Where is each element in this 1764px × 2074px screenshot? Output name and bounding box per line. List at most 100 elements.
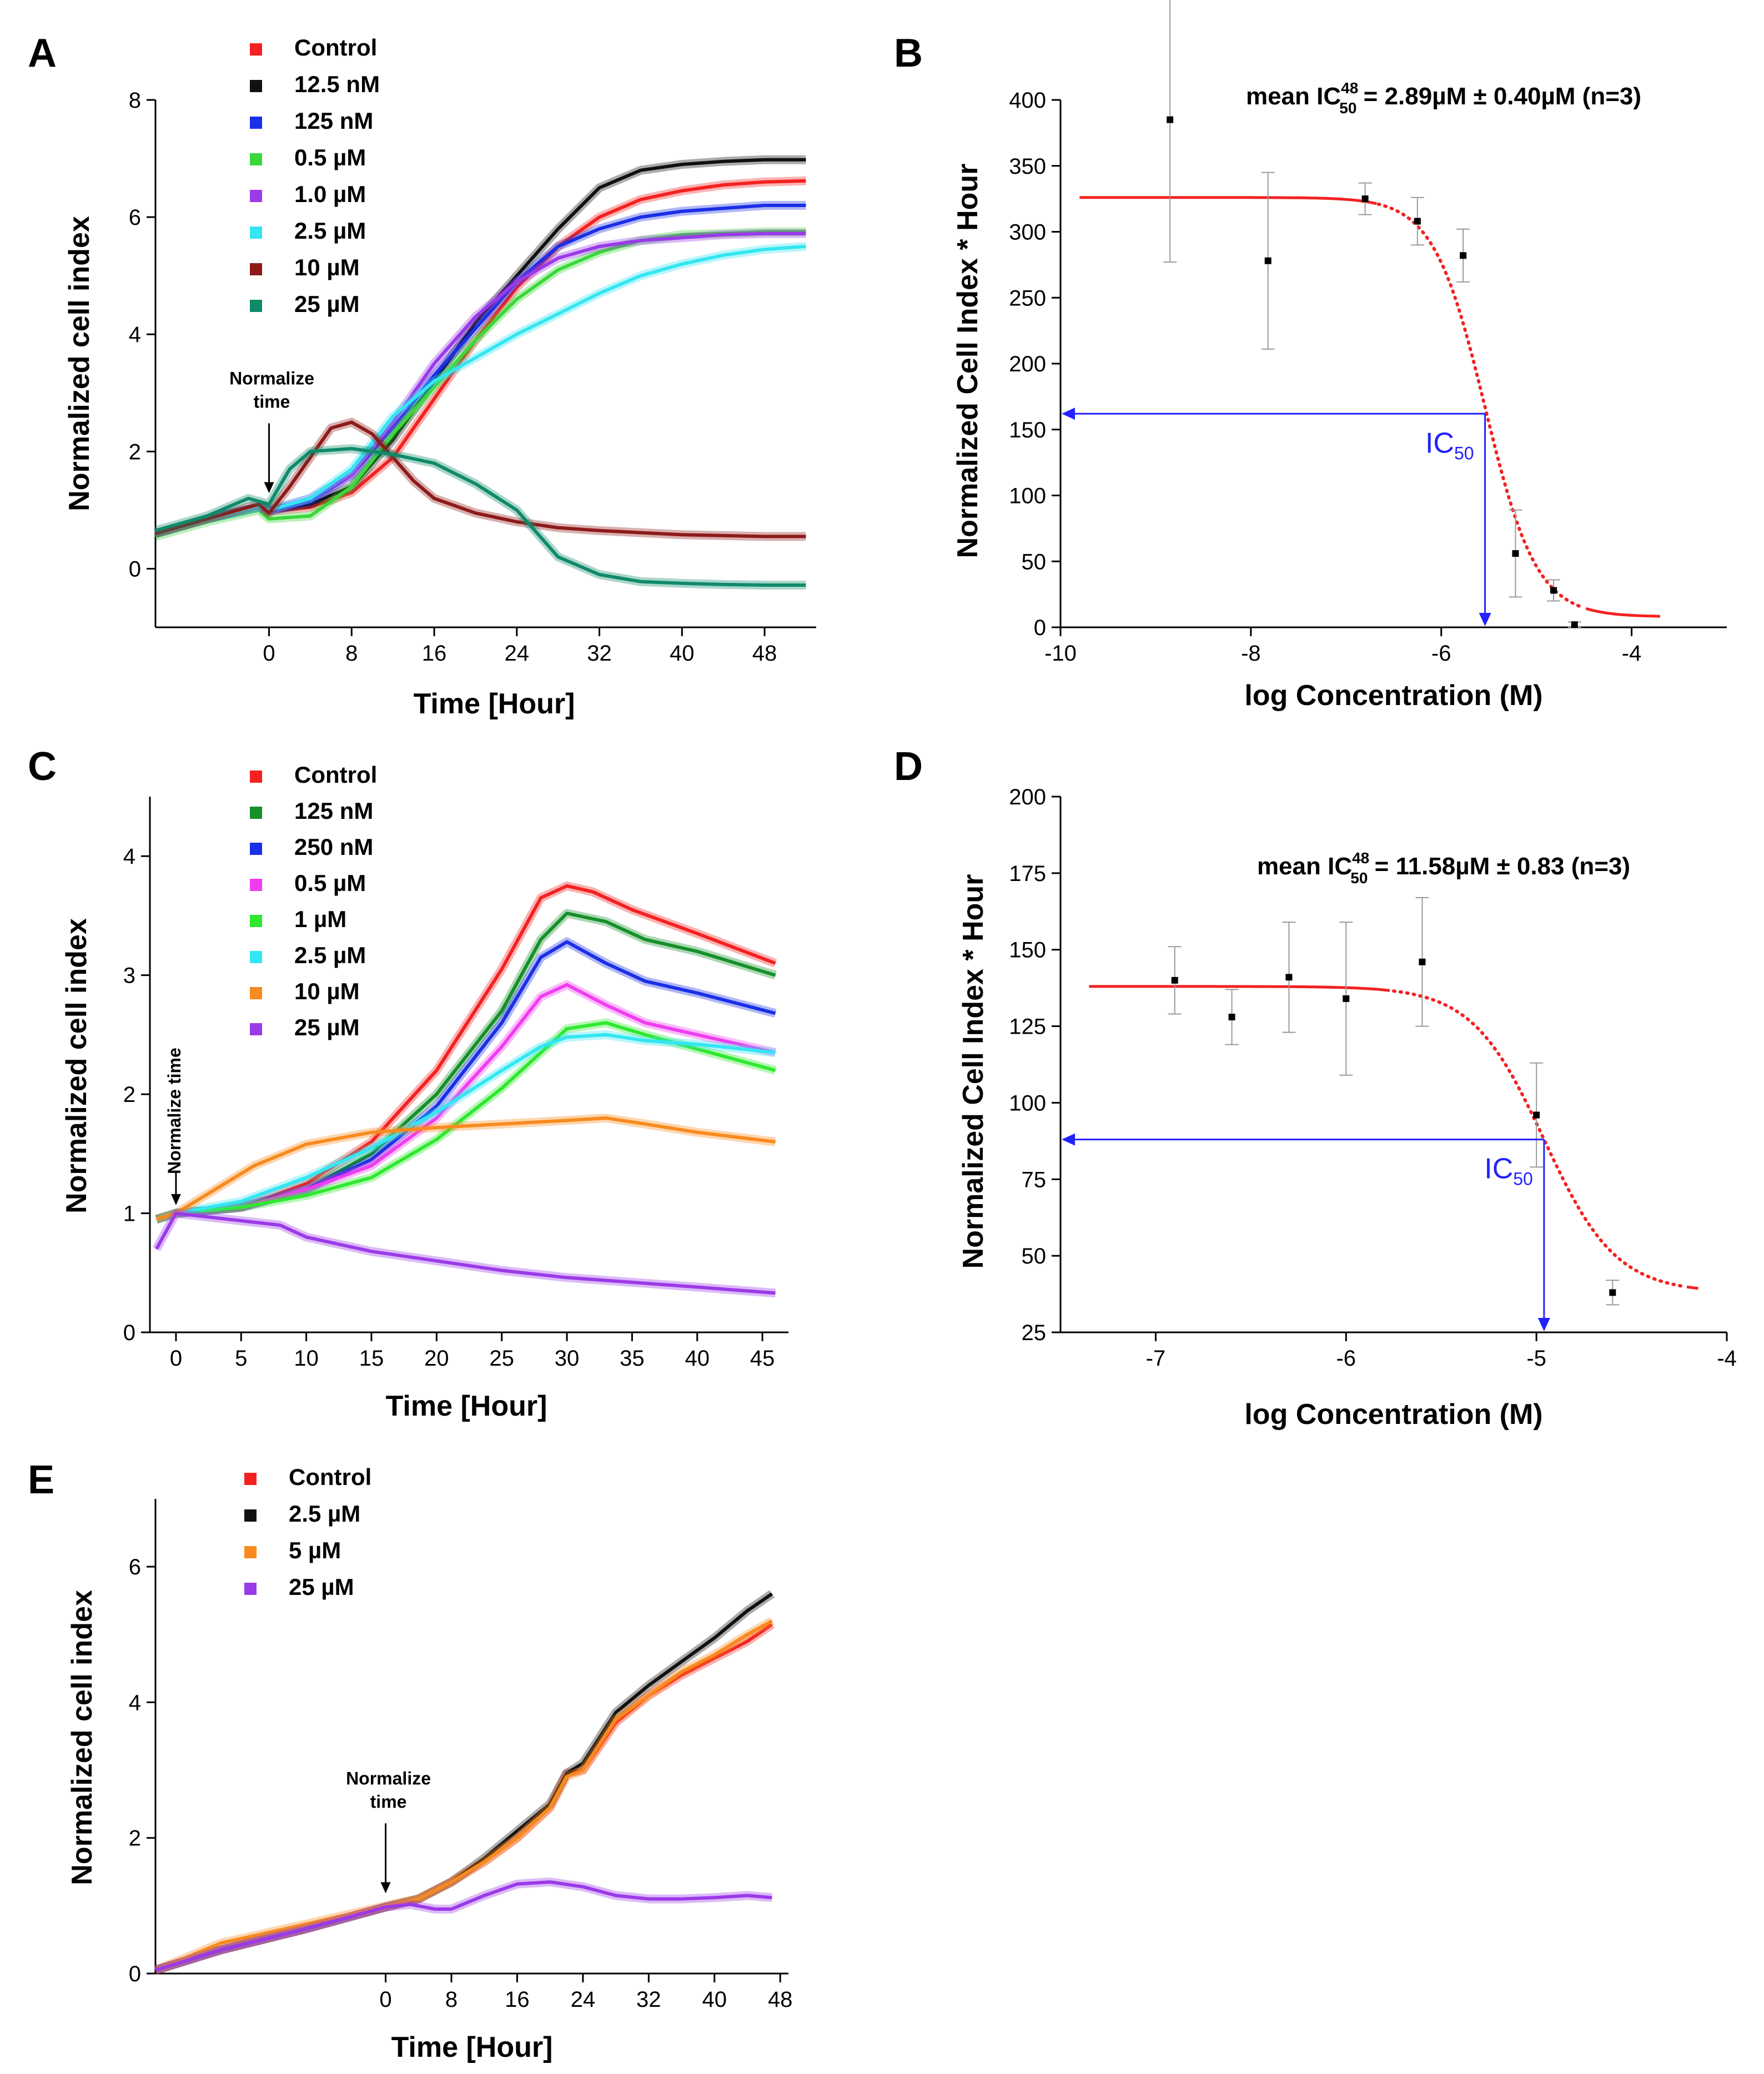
panel-e-y-axis-label: Normalized cell index bbox=[66, 1590, 98, 1885]
panel-a-legend-marker-25-um bbox=[250, 300, 262, 312]
panel-d-ic50-arrowhead-left bbox=[1062, 1133, 1075, 1146]
panel-c-legend-label-10-um: 10 µM bbox=[294, 978, 360, 1004]
panel-c-series-line-2-5-um bbox=[155, 1033, 776, 1221]
panel-b-title-sup: 48 bbox=[1341, 79, 1358, 97]
panel-d-data-point bbox=[1533, 1111, 1540, 1119]
panel-d-chart: 25 50 75 100 125 150 175 200 -7 -6 -5 -4 log Concent… bbox=[957, 785, 1737, 1431]
panel-d-title: mean IC48 50 = 11.58µM ± 0.83 (n=3) bbox=[1257, 849, 1630, 887]
panel-letter-e: E bbox=[28, 1458, 54, 1502]
panel-d-x-tick-label: -4 bbox=[1717, 1346, 1737, 1371]
panel-d-fit-plateau-top bbox=[1089, 985, 1390, 992]
panel-b-data-point bbox=[1167, 116, 1174, 123]
panel-b-data-point bbox=[1512, 550, 1519, 557]
panel-letter-c: C bbox=[28, 744, 57, 789]
panel-d-data-point bbox=[1609, 1289, 1616, 1296]
panel-b-y-tick-label: 200 bbox=[1009, 352, 1046, 376]
panel-b-y-tick-label: 250 bbox=[1009, 286, 1046, 310]
panel-c-legend-label-25-um: 25 µM bbox=[294, 1014, 360, 1040]
panel-d-ic50-label: IC50 bbox=[1484, 1153, 1533, 1189]
panel-a-legend-marker-12-5-nm bbox=[250, 80, 262, 92]
panel-c-legend-label-2-5-um: 2.5 µM bbox=[294, 942, 366, 968]
panel-e-legend-marker-control bbox=[244, 1473, 257, 1485]
panel-e-series-line-5-um bbox=[154, 1619, 773, 1972]
panel-a-annotation-line2: time bbox=[254, 392, 290, 412]
panel-b-data-point bbox=[1414, 218, 1421, 225]
panel-e-series-band-25-um bbox=[154, 1877, 773, 1975]
panel-c-annotation-arrowhead bbox=[170, 1194, 181, 1205]
panel-d-y-tick-label: 125 bbox=[1009, 1015, 1046, 1039]
panel-a-x-axis-label: Time [Hour] bbox=[414, 688, 575, 720]
panel-d-x-axis-label: log Concentration (M) bbox=[1244, 1398, 1542, 1431]
panel-b-data-point bbox=[1460, 252, 1467, 259]
panel-a-legend-label-1-0-um: 1.0 µM bbox=[294, 181, 366, 207]
panel-d-y-tick-label: 100 bbox=[1009, 1091, 1046, 1115]
panel-a-x-tick-label: 8 bbox=[345, 641, 358, 666]
panel-b-chart: 0 50 100 150 200 250 300 350 400 -10 -8 -6 -4 log Con… bbox=[952, 0, 1727, 712]
panel-d-y-tick-label: 150 bbox=[1009, 938, 1046, 963]
panel-c-series-line-10-um bbox=[155, 1116, 776, 1221]
panel-c-legend-label-125-nm: 125 nM bbox=[294, 798, 373, 824]
panel-b-data-point bbox=[1571, 621, 1578, 628]
panel-d-y-tick-label: 175 bbox=[1009, 862, 1046, 886]
panel-a-legend-label-12-5-nm: 12.5 nM bbox=[294, 71, 380, 97]
panel-d-ic50-arrowhead-down bbox=[1537, 1318, 1550, 1331]
panel-b-ic50-label-sub: 50 bbox=[1454, 443, 1474, 463]
panel-c-y-axis-label: Normalized cell index bbox=[61, 918, 93, 1214]
panel-a-annotation-arrowhead bbox=[264, 482, 274, 494]
panel-e-legend-label-2-5-um: 2.5 µM bbox=[289, 1501, 360, 1527]
panel-d-data-point bbox=[1419, 958, 1426, 965]
panel-d-data-point bbox=[1171, 976, 1178, 984]
panel-letter-b: B bbox=[894, 31, 923, 75]
panel-e-series-line-2-5-um bbox=[155, 1592, 773, 1972]
panel-d-y-tick-label: 75 bbox=[1022, 1167, 1047, 1192]
panel-c-legend-label-0-5-um: 0.5 µM bbox=[294, 870, 366, 896]
panel-c-legend-marker-10-um bbox=[250, 987, 262, 999]
panel-e-x-tick-label: 24 bbox=[571, 1987, 596, 2012]
panel-d-y-tick-label: 200 bbox=[1009, 785, 1046, 809]
panel-c-x-tick-label: 25 bbox=[489, 1346, 514, 1371]
panel-c-x-tick-label: 35 bbox=[620, 1346, 645, 1371]
panel-e-annotation-line2: time bbox=[370, 1792, 407, 1812]
panel-c-y-tick-label: 4 bbox=[123, 844, 135, 869]
panel-a-x-tick-label: 16 bbox=[422, 641, 447, 666]
panel-a-series-line-10-um bbox=[155, 420, 806, 538]
panel-e-x-tick-label: 32 bbox=[636, 1987, 661, 2012]
panel-a-legend-marker-1-0-um bbox=[250, 190, 262, 202]
panel-b-title-pre: mean IC bbox=[1246, 83, 1341, 110]
panel-e-legend-marker-25-um bbox=[244, 1583, 257, 1595]
panel-a-y-tick-label: 8 bbox=[129, 88, 141, 113]
panel-b-x-axis-label: log Concentration (M) bbox=[1244, 679, 1542, 712]
panel-a-legend-label-control: Control bbox=[294, 34, 377, 61]
panel-c-x-tick-label: 5 bbox=[235, 1346, 247, 1371]
panel-b-data-point bbox=[1361, 195, 1369, 203]
panel-b-data-point bbox=[1264, 257, 1272, 264]
panel-d-title-sub: 50 bbox=[1350, 869, 1368, 887]
panel-b-ic50-arrowhead-left bbox=[1062, 407, 1075, 420]
panel-d-y-tick-label: 25 bbox=[1022, 1321, 1047, 1345]
panel-c-legend-marker-125-nm bbox=[250, 807, 262, 819]
panel-b-fit-plateau-bottom bbox=[1585, 607, 1660, 618]
panel-c-annotation: Normalize time bbox=[164, 1048, 184, 1174]
panel-b-ic50-label: IC50 bbox=[1425, 427, 1474, 463]
panel-e-y-tick-label: 6 bbox=[129, 1555, 141, 1579]
panel-c-y-tick-label: 3 bbox=[123, 964, 135, 988]
panel-c-y-tick-label: 1 bbox=[123, 1202, 135, 1226]
panel-d-fit-transition bbox=[1392, 989, 1685, 1288]
panel-c-legend-label-1-um: 1 µM bbox=[294, 906, 346, 932]
panel-a-y-tick-label: 2 bbox=[129, 440, 141, 464]
panel-e-annotation-arrowhead bbox=[380, 1882, 391, 1894]
panel-b-x-tick-label: -6 bbox=[1431, 641, 1451, 666]
panel-e-legend-label-5-um: 5 µM bbox=[289, 1537, 341, 1563]
panel-d-y-axis-label: Normalized Cell Index * Hour bbox=[957, 874, 989, 1269]
panel-d-y-tick-label: 50 bbox=[1022, 1244, 1047, 1268]
panel-c-legend-label-250-nm: 250 nM bbox=[294, 834, 373, 860]
panel-b-fit-transition bbox=[1376, 202, 1586, 610]
panel-a-x-tick-label: 32 bbox=[587, 641, 612, 666]
panel-d-data-point bbox=[1343, 995, 1350, 1002]
panel-d-fit-plateau-bottom bbox=[1686, 1285, 1698, 1290]
panel-b-fit-plateau-top bbox=[1079, 196, 1377, 205]
panel-c-legend-marker-control bbox=[250, 771, 262, 783]
